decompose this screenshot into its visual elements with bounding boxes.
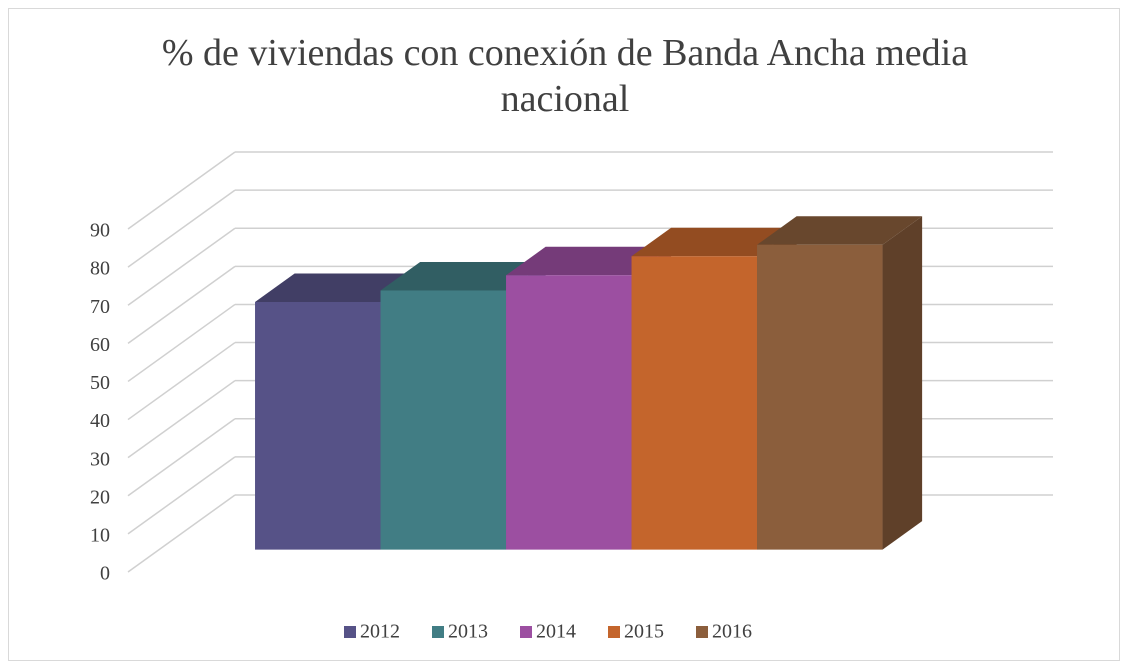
bar-top: [380, 262, 546, 291]
legend-label: 2016: [712, 621, 752, 643]
grid-line: [127, 418, 236, 497]
grid-line: [127, 456, 236, 535]
y-tick-label: 70: [90, 296, 110, 318]
chart-title: % de viviendas con conexión de Banda Anc…: [161, 32, 969, 120]
grid-line: [127, 303, 236, 383]
bar: [255, 301, 381, 550]
bar: [506, 275, 632, 550]
grid-line: [127, 494, 236, 573]
bar-top: [506, 246, 672, 276]
grid-line: [127, 341, 236, 421]
grid-line: [127, 151, 236, 230]
grid-line: [127, 227, 236, 306]
bar-top: [757, 216, 923, 245]
legend-swatch: [608, 626, 620, 638]
y-tick-label: 30: [90, 448, 110, 470]
y-tick-label: 80: [90, 258, 110, 280]
bar-side: [882, 216, 923, 550]
grid-line: [127, 380, 236, 459]
bar: [631, 256, 758, 550]
bar: [757, 244, 883, 550]
legend-swatch: [696, 626, 708, 638]
legend-label: 2014: [536, 621, 576, 643]
y-tick-label: 20: [90, 486, 110, 508]
y-tick-label: 10: [90, 524, 110, 546]
legend-swatch: [432, 626, 444, 638]
bar: [380, 290, 507, 550]
y-tick-label: 0: [100, 563, 110, 585]
legend-swatch: [520, 626, 532, 638]
bar-top: [255, 273, 421, 302]
bar-top: [631, 227, 797, 257]
y-tick-label: 50: [90, 372, 110, 394]
y-tick-label: 90: [90, 220, 110, 242]
legend-swatch: [344, 626, 356, 638]
y-tick-label: 60: [90, 334, 110, 356]
legend-label: 2012: [360, 621, 400, 643]
chart-border: [8, 8, 1120, 661]
y-tick-label: 40: [90, 410, 110, 432]
legend-label: 2013: [448, 621, 488, 643]
grid-line: [127, 189, 236, 268]
legend-label: 2015: [624, 621, 664, 643]
grid-line: [127, 265, 236, 344]
